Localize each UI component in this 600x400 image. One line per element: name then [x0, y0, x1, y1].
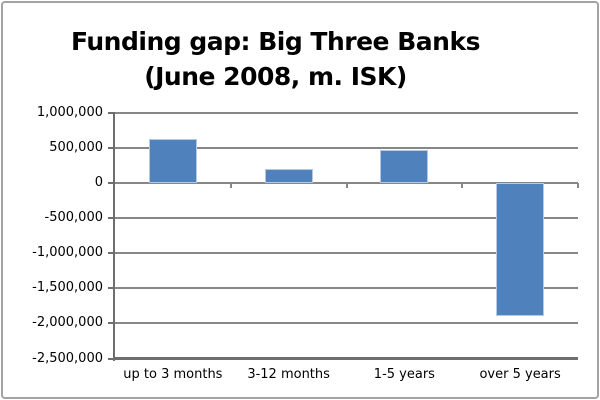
y-gridline: [115, 287, 578, 290]
y-axis-tick-label: 1,000,000: [36, 105, 103, 120]
y-gridline: [115, 252, 578, 255]
x-axis-label: up to 3 months: [123, 367, 223, 382]
y-gridline: [115, 322, 578, 325]
y-gridline: [115, 112, 578, 114]
x-axis-tick: [229, 183, 232, 189]
x-axis-label: over 5 years: [479, 367, 561, 382]
y-axis-tick-label: -2,500,000: [32, 350, 103, 366]
x-axis-line: [113, 357, 578, 360]
y-axis-tick: [108, 252, 115, 255]
y-axis-tick: [108, 357, 115, 360]
y-gridline: [115, 217, 578, 220]
y-axis-tick-label: 500,000: [49, 140, 103, 156]
bar-3-12-months: [264, 169, 313, 184]
bar-up-to-3-months: [148, 138, 197, 184]
plot-area: 1,000,000 500,000 0 -500,000 -1,000,000 -1,50…: [3, 3, 597, 397]
x-axis-tick: [577, 183, 579, 189]
y-axis-tick: [108, 182, 115, 185]
y-axis-tick: [108, 112, 115, 114]
chart-title-line-2: (June 2008, m. ISK): [144, 62, 407, 91]
y-axis-tick: [108, 322, 115, 325]
y-axis-tick: [108, 147, 115, 150]
y-axis-tick-label: -2,000,000: [32, 315, 103, 331]
y-axis-tick-label: -500,000: [44, 210, 103, 226]
bar-1-5-years: [380, 150, 429, 184]
y-axis-tick: [108, 217, 115, 220]
chart-title: Funding gap: Big Three Banks (June 2008,…: [3, 24, 548, 94]
y-axis-tick: [108, 287, 115, 290]
x-axis-tick: [461, 183, 464, 189]
x-axis-label: 3-12 months: [247, 367, 330, 382]
y-axis-tick-label: -1,000,000: [32, 245, 103, 261]
y-gridline: [115, 147, 578, 150]
y-axis-line: [113, 112, 115, 361]
x-axis-label: 1-5 years: [373, 367, 435, 382]
chart-title-line-1: Funding gap: Big Three Banks: [71, 27, 480, 56]
y-axis-tick-label: -1,500,000: [32, 280, 103, 296]
y-axis-tick-label: 0: [94, 175, 103, 191]
bar-over-5-years: [496, 183, 545, 317]
x-axis-tick: [345, 183, 348, 189]
